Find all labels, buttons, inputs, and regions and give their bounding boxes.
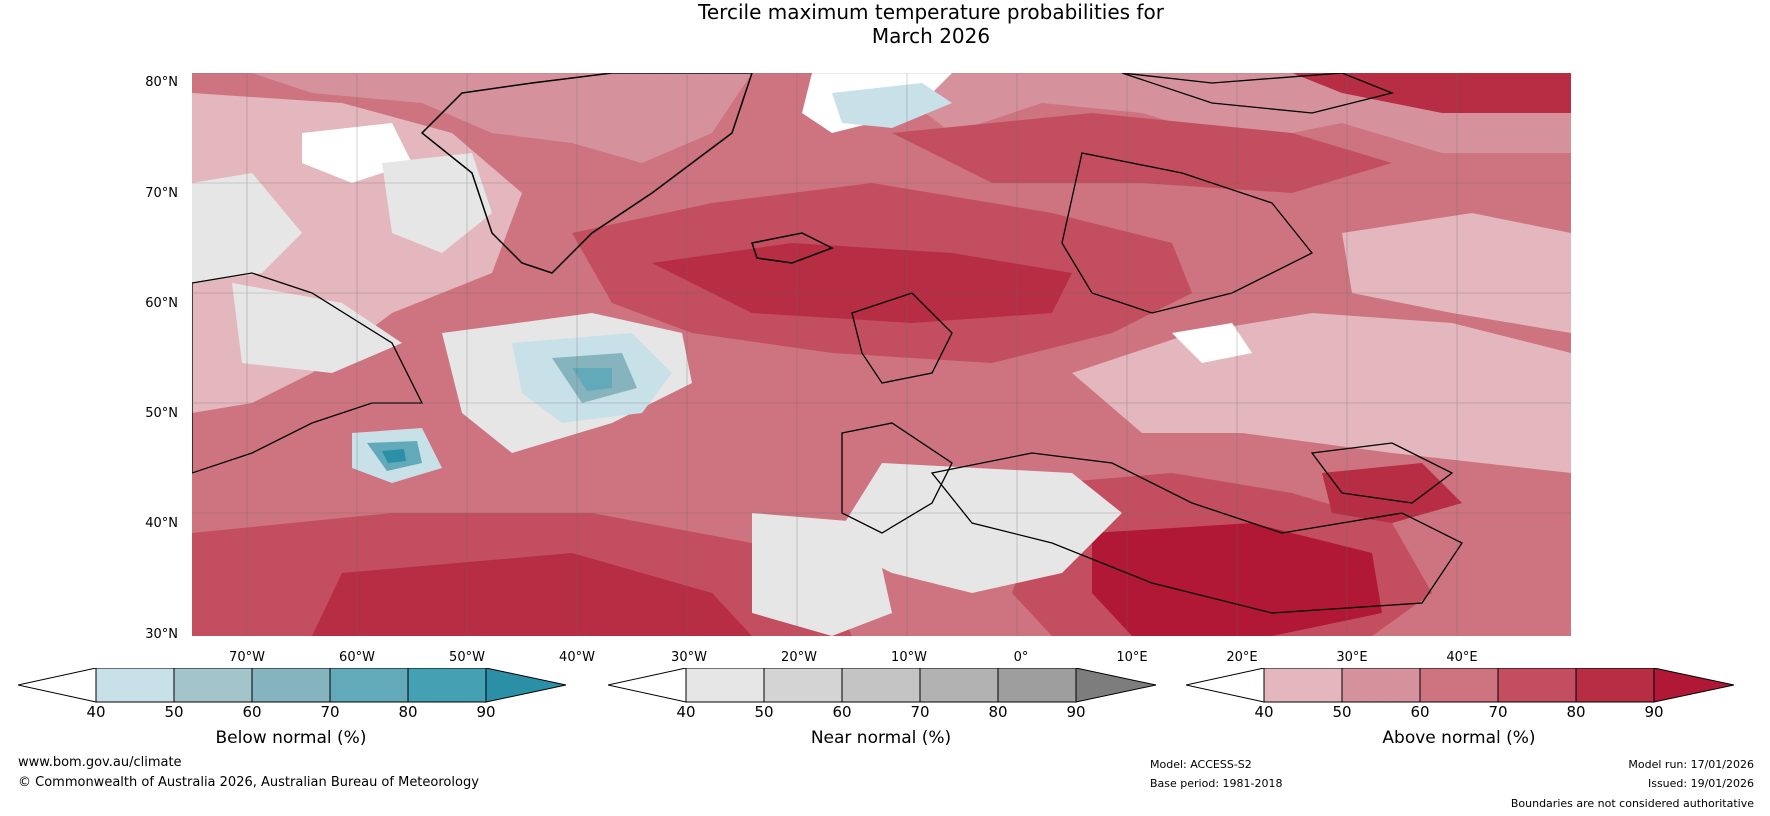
colorbar-below-tick-40: 40 [86,703,106,721]
coastline-arctic-islands [1121,73,1395,114]
probability-map [192,73,1571,636]
zone-above-arctic [1292,73,1571,113]
colorbar-near-tick-60: 60 [832,703,852,721]
lon-label-70w: 70°W [229,650,265,665]
zone-above-80-90-atlantic [652,243,1072,323]
colorbar-near-tick-50: 50 [754,703,774,721]
map-canvas [192,73,1571,636]
lon-label-50w: 50°W [449,650,485,665]
lat-label-40n: 40°N [145,516,178,531]
colorbar-near-swatch-60-70 [841,668,921,703]
zone-near-greenland [382,153,492,253]
colorbar-below-normal [18,668,567,703]
colorbar-below-extend-low [18,668,97,703]
zone-below-70-80-atlantic [572,368,612,391]
zone-below-90-newfoundland [382,449,406,463]
colorbar-near-swatch-70-80 [919,668,999,703]
base-period-text: Base period: 1981-2018 [1150,777,1283,790]
colorbar-above-extend-high [1653,668,1735,703]
colorbar-below-swatch-70-80 [329,668,409,703]
lat-label-80n: 80°N [145,75,178,90]
lat-label-30n: 30°N [145,627,178,642]
coastline-iceland [751,232,834,264]
lon-label-20w: 20°W [781,650,817,665]
website-link[interactable]: www.bom.gov.au/climate [18,755,182,770]
zone-above-russia [1342,213,1571,333]
lon-label-20e: 20°E [1226,650,1258,665]
lon-label-0: 0° [1013,650,1029,665]
disclaimer-text: Boundaries are not considered authoritat… [1510,797,1754,810]
colorbar-above-tick-80: 80 [1566,703,1586,721]
colorbar-near-tick-90: 90 [1066,703,1086,721]
colorbar-above-tick-50: 50 [1332,703,1352,721]
colorbar-below-swatch-60-70 [251,668,331,703]
coastline-greenland [420,73,753,274]
colorbar-above-tick-60: 60 [1410,703,1430,721]
colorbar-near-swatch-80-90 [997,668,1077,703]
colorbar-above-swatch-50-60 [1341,668,1421,703]
coastline-mediterranean [930,452,1463,614]
lat-label-70n: 70°N [145,186,178,201]
colorbar-above-tick-90: 90 [1644,703,1664,721]
lon-label-40w: 40°W [559,650,595,665]
lon-label-30e: 30°E [1336,650,1368,665]
zone-above-black-sea [1322,463,1462,523]
colorbar-near-swatch-50-60 [763,668,843,703]
lon-label-10e: 10°E [1116,650,1148,665]
colorbar-below-swatch-80-90 [407,668,487,703]
colorbar-above-swatch-70-80 [1497,668,1577,703]
zone-near-labrador [232,283,402,373]
zone-above-50-60 [192,73,752,163]
colorbar-above-swatch-40-50 [1263,668,1343,703]
colorbar-below-label: Below normal (%) [215,728,367,748]
graticule [192,73,1571,636]
title-line-2: March 2026 [871,24,991,48]
colorbar-near-label: Near normal (%) [810,728,952,748]
lon-label-30w: 30°W [671,650,707,665]
lon-label-40e: 40°E [1446,650,1478,665]
colorbar-near-swatch-40-50 [685,668,765,703]
colorbar-above-extend-low [1186,668,1265,703]
colorbar-above-swatch-60-70 [1419,668,1499,703]
colorbar-near-tick-70: 70 [910,703,930,721]
lat-label-50n: 50°N [145,406,178,421]
coastline-black-sea [1310,442,1454,504]
colorbar-above-swatch-80-90 [1575,668,1655,703]
zone-near-canaries [752,513,892,636]
colorbar-near-normal [608,668,1157,703]
chart-title: Tercile maximum temperature probabilitie… [0,0,1770,48]
lon-label-10w: 10°W [891,650,927,665]
lon-label-60w: 60°W [339,650,375,665]
colorbar-above-tick-70: 70 [1488,703,1508,721]
zone-above-south-atlantic-strong [312,553,752,636]
colorbar-below-tick-50: 50 [164,703,184,721]
title-line-1: Tercile maximum temperature probabilitie… [698,0,1164,24]
colorbar-below-swatch-40-50 [95,668,175,703]
colorbar-below-tick-70: 70 [320,703,340,721]
zone-near-iberia [832,463,1122,593]
colorbar-near-tick-80: 80 [988,703,1008,721]
colorbar-near-tick-40: 40 [676,703,696,721]
colorbar-near-extend-high [1075,668,1157,703]
copyright-text: © Commonwealth of Australia 2026, Austra… [18,775,479,790]
colorbar-below-extend-high [485,668,567,703]
model-run-text: Model run: 17/01/2026 [1628,758,1754,771]
colorbar-below-tick-60: 60 [242,703,262,721]
colorbar-near-extend-low [608,668,687,703]
colorbar-below-tick-80: 80 [398,703,418,721]
colorbar-above-normal [1186,668,1735,703]
colorbar-below-tick-90: 90 [476,703,496,721]
model-text: Model: ACCESS-S2 [1150,758,1252,771]
zone-below-40-50-arctic [832,83,952,128]
lat-label-60n: 60°N [145,296,178,311]
colorbar-above-label: Above normal (%) [1382,728,1536,748]
colorbar-below-swatch-50-60 [173,668,253,703]
zone-neutral-poland [1172,323,1252,363]
colorbar-above-tick-40: 40 [1254,703,1274,721]
issued-text: Issued: 19/01/2026 [1647,777,1754,790]
